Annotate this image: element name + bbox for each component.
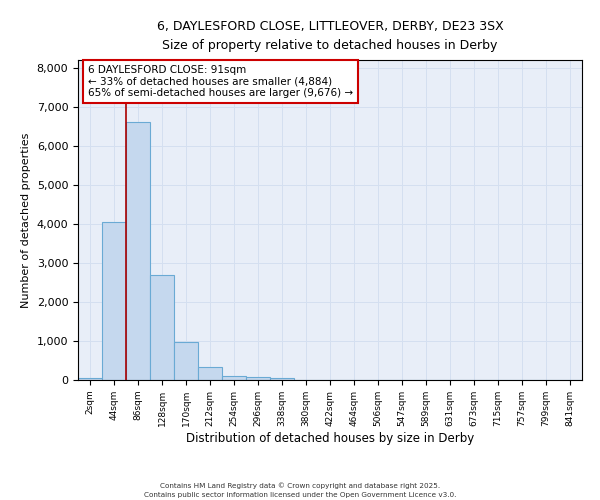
X-axis label: Distribution of detached houses by size in Derby: Distribution of detached houses by size …: [186, 432, 474, 444]
Bar: [174, 342, 198, 380]
Y-axis label: Number of detached properties: Number of detached properties: [21, 132, 31, 308]
Title: 6, DAYLESFORD CLOSE, LITTLEOVER, DERBY, DE23 3SX
Size of property relative to de: 6, DAYLESFORD CLOSE, LITTLEOVER, DERBY, …: [157, 20, 503, 52]
Bar: [222, 376, 246, 380]
Text: 6 DAYLESFORD CLOSE: 91sqm
← 33% of detached houses are smaller (4,884)
65% of se: 6 DAYLESFORD CLOSE: 91sqm ← 33% of detac…: [88, 65, 353, 98]
Bar: [246, 378, 270, 380]
Bar: [78, 378, 102, 380]
Bar: [150, 276, 174, 380]
Bar: [102, 222, 126, 380]
Text: Contains public sector information licensed under the Open Government Licence v3: Contains public sector information licen…: [144, 492, 456, 498]
Bar: [270, 378, 294, 380]
Text: Contains HM Land Registry data © Crown copyright and database right 2025.: Contains HM Land Registry data © Crown c…: [160, 482, 440, 489]
Bar: [198, 367, 222, 380]
Bar: [126, 122, 150, 380]
